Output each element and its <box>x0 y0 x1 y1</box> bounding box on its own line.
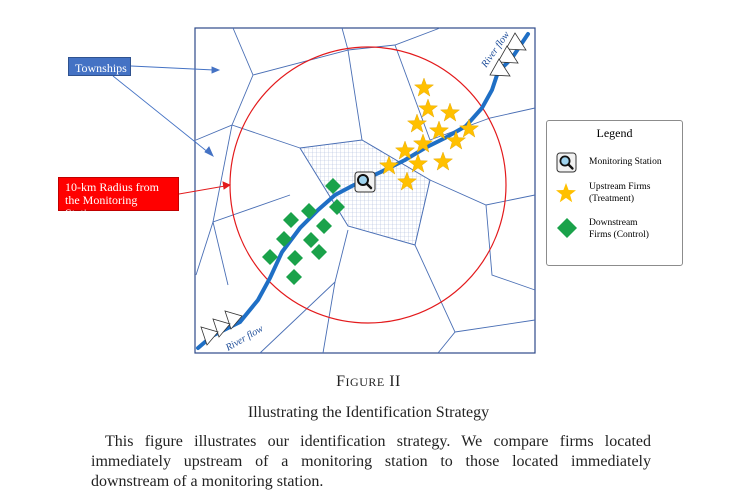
map-illustration: River flow River flow <box>112 27 536 354</box>
diamond-icon <box>316 218 332 234</box>
star-icon <box>412 133 434 153</box>
flow-arrows-bottom <box>200 310 243 346</box>
diamond-icon <box>276 231 292 247</box>
star-icon <box>439 102 461 122</box>
figure-number: FIGURE II <box>336 373 401 390</box>
diamond-icon <box>287 250 303 266</box>
downstream-firms <box>262 178 345 285</box>
diamond-icon <box>329 199 345 215</box>
diamond-icon <box>303 232 319 248</box>
flow-arrows-top <box>489 32 527 77</box>
star-icon <box>396 171 418 191</box>
star-icon <box>428 120 450 140</box>
star-icon <box>417 98 439 118</box>
identification-figure: River flow River flow <box>58 27 683 354</box>
figure-description: This figure illustrates our identificati… <box>91 433 651 490</box>
magnifier-icon <box>556 152 577 173</box>
legend-upstream: Upstream Firms (Treatment) <box>589 182 651 204</box>
diamond-icon <box>262 249 278 265</box>
star-icon <box>406 113 428 133</box>
townships-label: Townships <box>68 57 131 76</box>
legend-title: Legend <box>596 126 633 140</box>
star-icon <box>556 183 576 203</box>
township-arrows <box>112 65 221 157</box>
figure-title: Illustrating the Identification Strategy <box>247 404 490 421</box>
radius-arrow <box>178 181 231 195</box>
star-icon <box>407 153 429 173</box>
star-icon <box>394 140 416 160</box>
upstream-firms <box>378 77 480 191</box>
star-icon <box>413 77 435 97</box>
diamond-icon <box>286 269 302 285</box>
legend-monitoring-station: Monitoring Station <box>589 157 662 167</box>
diamond-icon <box>311 244 327 260</box>
diamond-icon <box>325 178 341 194</box>
diamond-icon <box>557 218 577 238</box>
legend: Legend Monitoring Station Upstream Firms… <box>546 120 683 266</box>
star-icon <box>378 155 400 175</box>
legend-downstream: Downstream Firms (Control) <box>589 218 649 240</box>
township-boundaries <box>195 27 536 354</box>
star-icon <box>458 118 480 138</box>
radius-label: 10-km Radius from the Monitoring Station <box>58 177 179 220</box>
monitoring-station <box>354 171 376 193</box>
diamond-icon <box>283 212 299 228</box>
diamond-icon <box>301 203 317 219</box>
star-icon <box>445 130 467 150</box>
star-icon <box>432 151 454 171</box>
